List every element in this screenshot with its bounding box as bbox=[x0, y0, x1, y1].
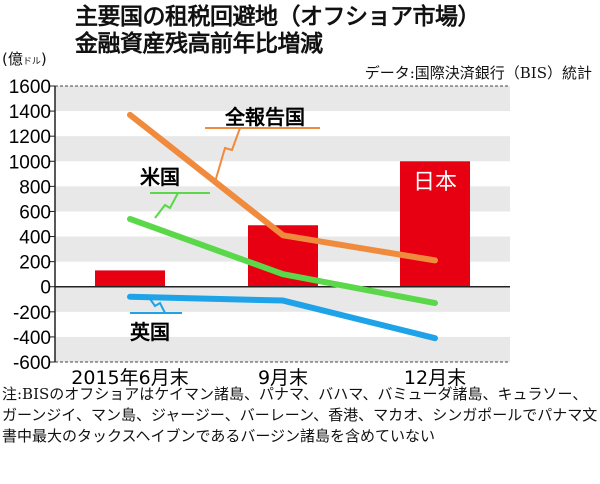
y-tick-label: 1000 bbox=[9, 152, 51, 173]
series-label: 全報告国 bbox=[224, 105, 305, 129]
bar-japan bbox=[95, 270, 165, 287]
label-leader bbox=[154, 192, 179, 219]
x-tick-label: 9月末 bbox=[258, 367, 308, 389]
y-tick-label: -200 bbox=[13, 303, 51, 324]
chart-title-line-2: 金融資産残高前年比増減 bbox=[75, 31, 323, 57]
grid-band bbox=[55, 336, 510, 362]
y-tick-label: 600 bbox=[19, 202, 51, 223]
series-label: 英国 bbox=[130, 320, 170, 344]
footnote: 注:BISのオフショアはケイマン諸島、パナマ、バハマ、バミューダ諸島、キュラソー… bbox=[2, 385, 598, 445]
y-tick-label: 200 bbox=[19, 253, 51, 274]
x-tick-label: 2015年6月末 bbox=[71, 367, 188, 389]
y-tick-label: 1400 bbox=[9, 102, 51, 123]
y-unit-label: (億ドル) bbox=[2, 50, 47, 68]
y-tick-label: 0 bbox=[40, 278, 51, 299]
bar-series-label: 日本 bbox=[413, 170, 457, 195]
x-tick-label: 12月末 bbox=[404, 367, 466, 389]
grid-band bbox=[55, 136, 510, 162]
y-tick-label: 1200 bbox=[9, 127, 51, 148]
series-label: 米国 bbox=[140, 165, 180, 189]
y-tick-label: 400 bbox=[19, 228, 51, 249]
y-tick-label: 1600 bbox=[9, 77, 51, 98]
y-tick-label: -400 bbox=[13, 328, 51, 349]
label-leader bbox=[147, 295, 166, 314]
chart-title-line-1: 主要国の租税回避地（オフショア市場） bbox=[75, 4, 481, 30]
source-label: データ:国際決済銀行（BIS）統計 bbox=[364, 64, 592, 82]
bar-japan bbox=[400, 161, 470, 287]
y-tick-label: 800 bbox=[19, 177, 51, 198]
grid-band bbox=[55, 86, 510, 112]
label-leader bbox=[214, 127, 241, 183]
y-tick-label: -600 bbox=[13, 353, 51, 374]
